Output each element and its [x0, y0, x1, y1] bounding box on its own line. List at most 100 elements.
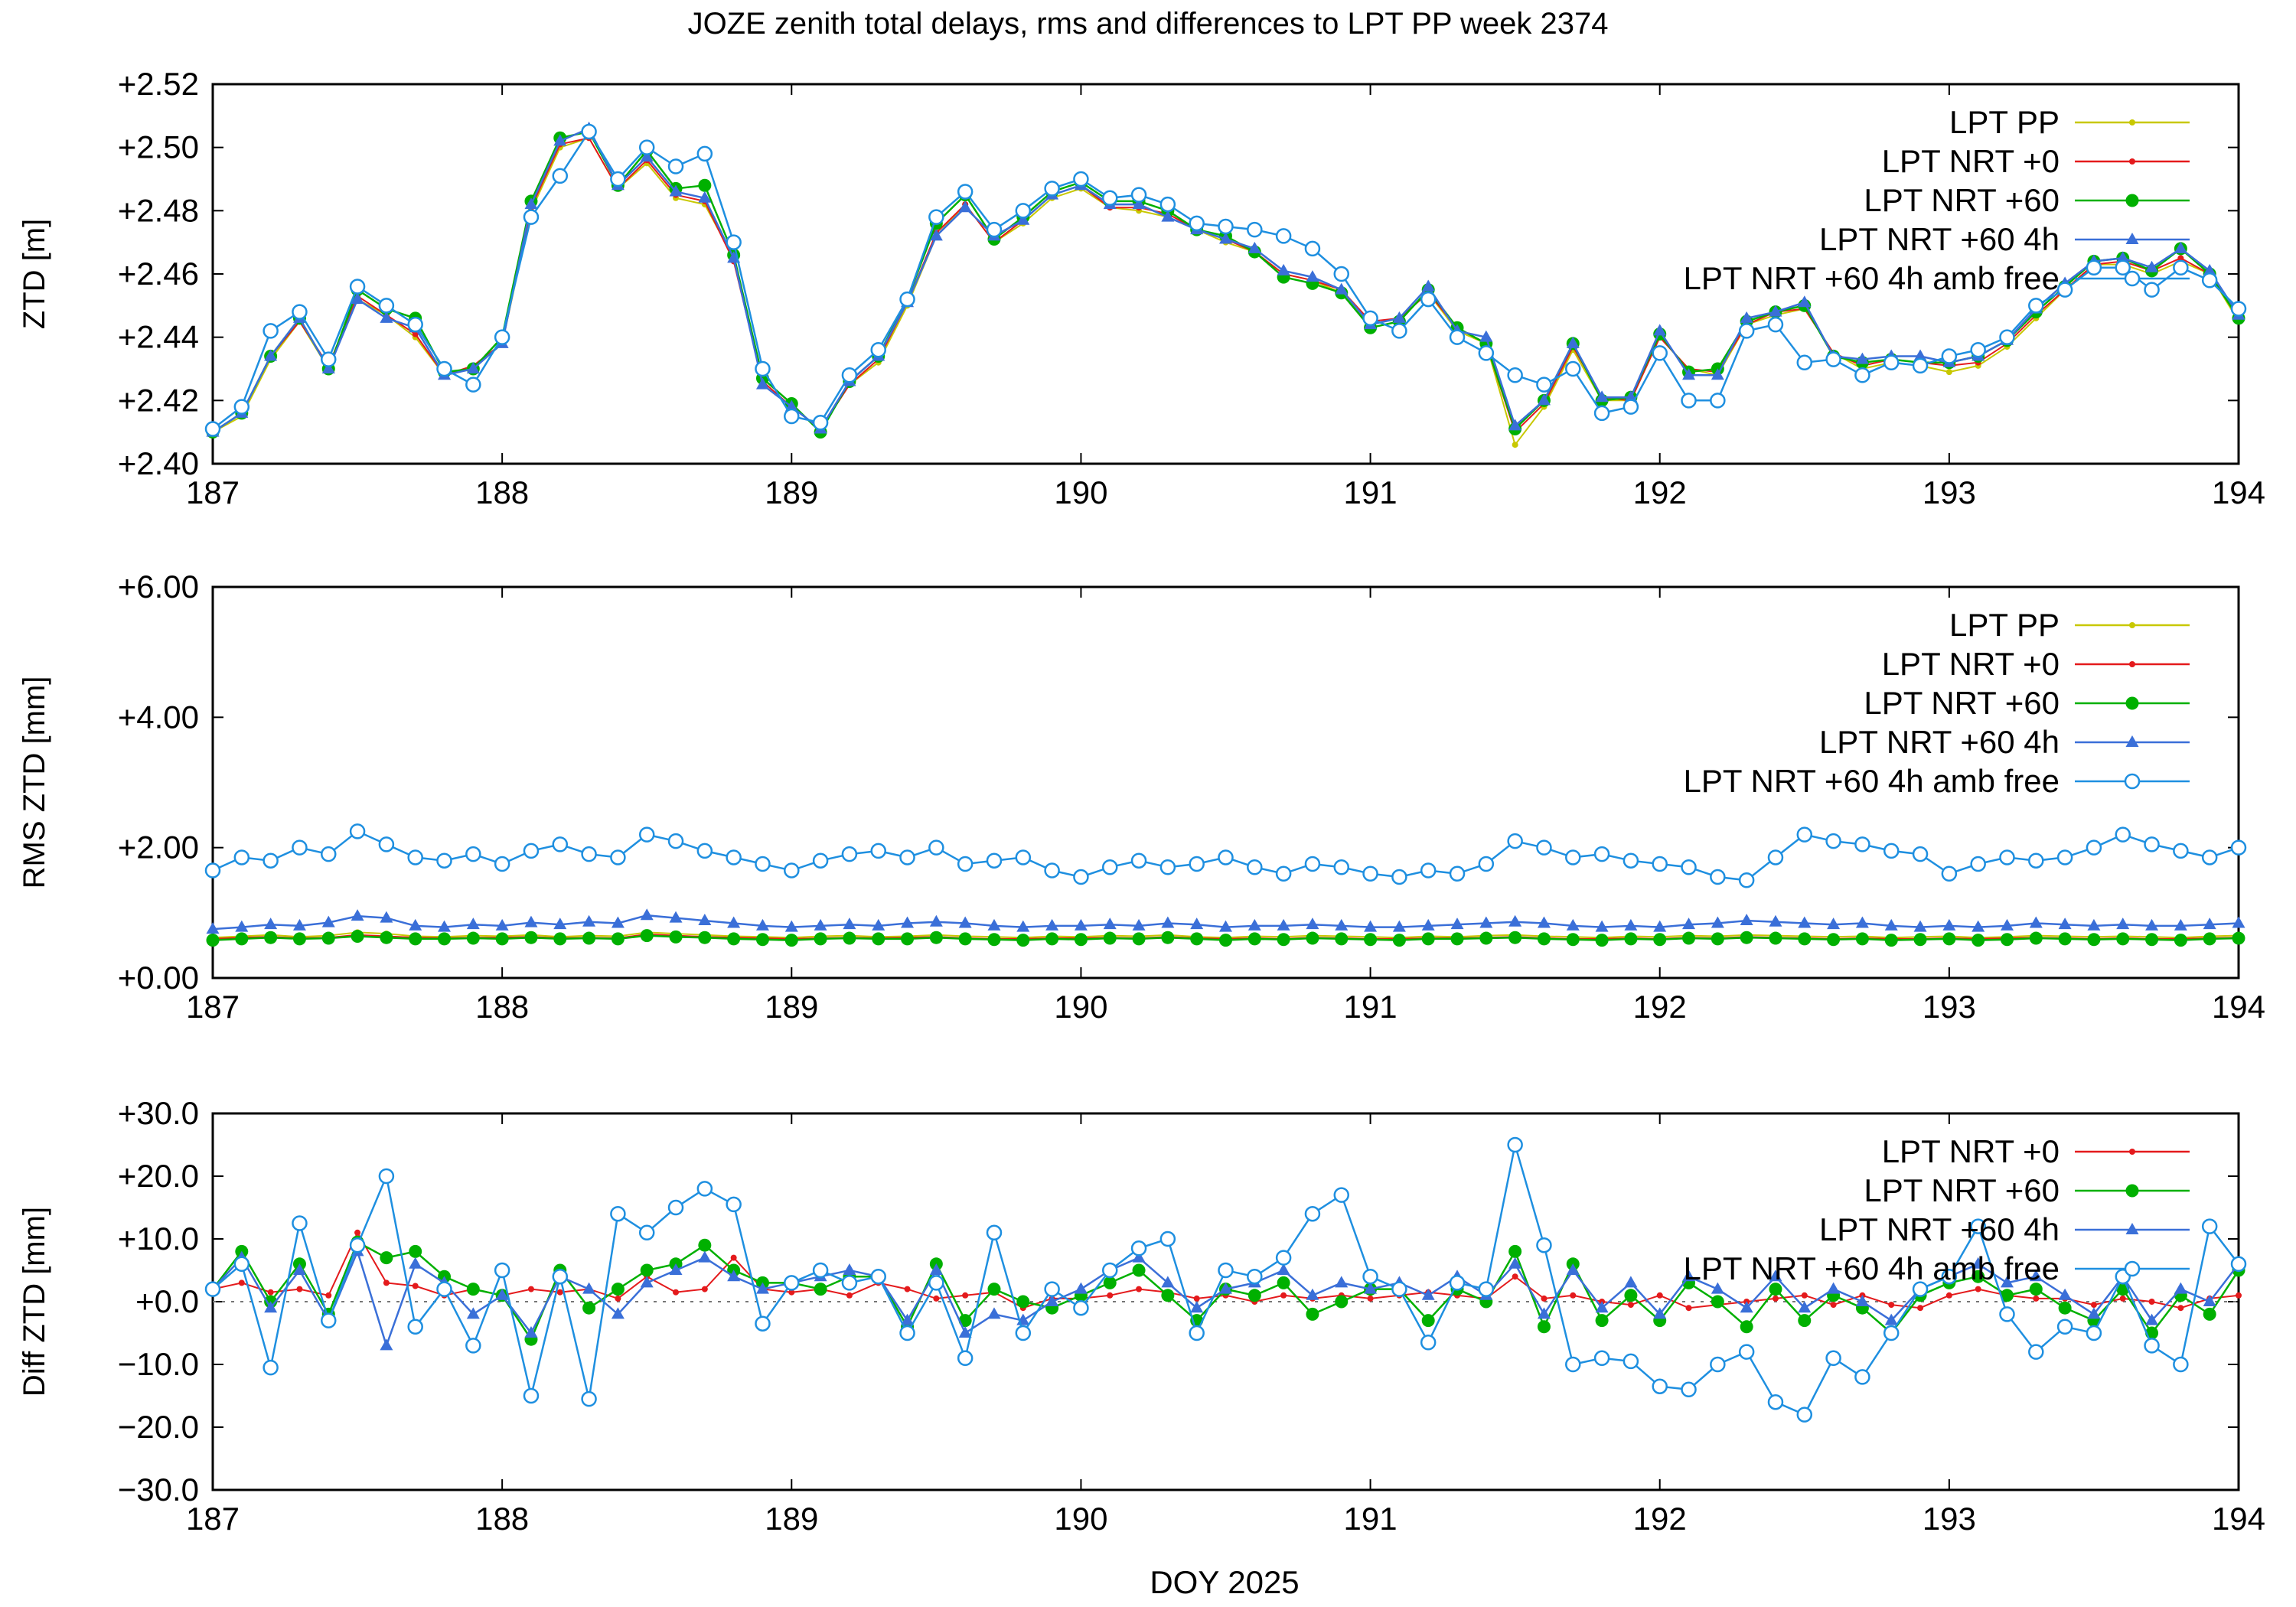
x-tick-label: 189 — [765, 1501, 818, 1537]
data-point — [962, 1292, 969, 1299]
data-point — [1190, 932, 1204, 946]
data-point — [1883, 843, 1900, 859]
data-point — [527, 1286, 534, 1292]
data-point — [1769, 931, 1782, 945]
x-tick-label: 194 — [2212, 1501, 2265, 1537]
data-point — [1653, 933, 1667, 947]
data-point — [872, 932, 885, 946]
data-point — [1652, 345, 1668, 361]
data-point — [1537, 1320, 1551, 1334]
data-point — [1738, 323, 1755, 339]
data-point — [1161, 1289, 1175, 1302]
data-point — [1449, 329, 1466, 345]
data-point — [1016, 934, 1030, 947]
data-point — [1624, 932, 1638, 946]
data-point — [843, 1263, 856, 1275]
data-point — [378, 836, 395, 852]
data-point — [870, 1268, 886, 1285]
legend-label: LPT PP — [1949, 104, 2060, 140]
data-point — [1189, 856, 1205, 872]
data-point — [233, 849, 250, 865]
data-point — [1888, 1302, 1895, 1309]
data-point — [1247, 1289, 1261, 1302]
data-point — [1941, 1268, 1958, 1285]
x-tick-label: 188 — [475, 1501, 529, 1537]
data-point — [755, 918, 769, 931]
data-point — [1854, 836, 1870, 852]
data-point — [696, 145, 713, 162]
data-point — [465, 1338, 481, 1354]
data-point — [1917, 1305, 1924, 1312]
data-point — [1247, 221, 1263, 238]
data-point — [1566, 1263, 1580, 1275]
data-point — [1247, 1268, 1263, 1285]
data-point — [2201, 272, 2218, 288]
data-point — [929, 229, 943, 241]
data-point — [582, 1282, 596, 1294]
legend-label: LPT NRT +60 4h amb free — [1684, 1250, 2060, 1286]
data-point — [1566, 918, 1580, 931]
data-point — [2028, 298, 2044, 314]
data-point — [556, 1289, 563, 1296]
data-point — [1421, 918, 1435, 931]
data-point — [610, 849, 626, 865]
data-point — [901, 1313, 915, 1325]
data-point — [1421, 932, 1435, 946]
data-point — [986, 1224, 1003, 1241]
data-point — [1508, 419, 1522, 431]
data-point — [2174, 934, 2187, 947]
data-point — [1740, 311, 1753, 323]
data-point — [1769, 1270, 1782, 1282]
data-point — [321, 362, 335, 373]
data-point — [1624, 918, 1638, 931]
data-point — [1971, 920, 1985, 932]
data-point — [436, 1281, 452, 1297]
data-point — [1682, 931, 1696, 945]
data-point — [1913, 349, 1927, 361]
data-point — [1711, 932, 1724, 946]
data-point — [292, 839, 308, 856]
data-point — [2087, 918, 2101, 931]
data-point — [1449, 865, 1466, 882]
data-point — [843, 918, 856, 930]
data-point — [638, 139, 655, 155]
data-point — [1593, 846, 1610, 862]
data-point — [1306, 1307, 1319, 1321]
data-point — [698, 914, 712, 926]
data-point — [846, 1292, 853, 1299]
data-point — [1479, 931, 1493, 945]
data-point — [407, 316, 423, 333]
data-point — [812, 1262, 829, 1279]
data-point — [814, 918, 827, 931]
data-point — [1016, 213, 1030, 225]
data-point — [1335, 918, 1349, 931]
data-point — [1219, 934, 1232, 947]
data-point — [263, 323, 279, 339]
data-point — [292, 1263, 306, 1275]
data-point — [2056, 282, 2073, 298]
data-point — [1565, 360, 1581, 377]
data-point — [438, 932, 452, 946]
data-point — [1508, 1257, 1522, 1269]
data-point — [1392, 934, 1406, 947]
data-point — [1479, 916, 1493, 928]
data-point — [726, 1196, 742, 1213]
data-point — [1507, 1136, 1523, 1153]
data-point — [1512, 1273, 1518, 1280]
data-point — [2058, 932, 2072, 946]
data-point — [1132, 932, 1146, 946]
data-point — [1825, 351, 1841, 367]
data-point — [2028, 1344, 2044, 1360]
data-point — [1364, 933, 1378, 947]
data-point — [1593, 1350, 1610, 1367]
data-point — [958, 1326, 972, 1338]
data-point — [1740, 914, 1753, 926]
data-point — [1159, 196, 1176, 213]
data-point — [466, 362, 480, 373]
data-point — [1073, 1299, 1089, 1316]
data-point — [1218, 1262, 1234, 1279]
data-point — [1275, 228, 1292, 244]
data-point — [904, 1286, 911, 1292]
data-point — [582, 931, 596, 945]
x-tick-label: 190 — [1054, 989, 1107, 1025]
